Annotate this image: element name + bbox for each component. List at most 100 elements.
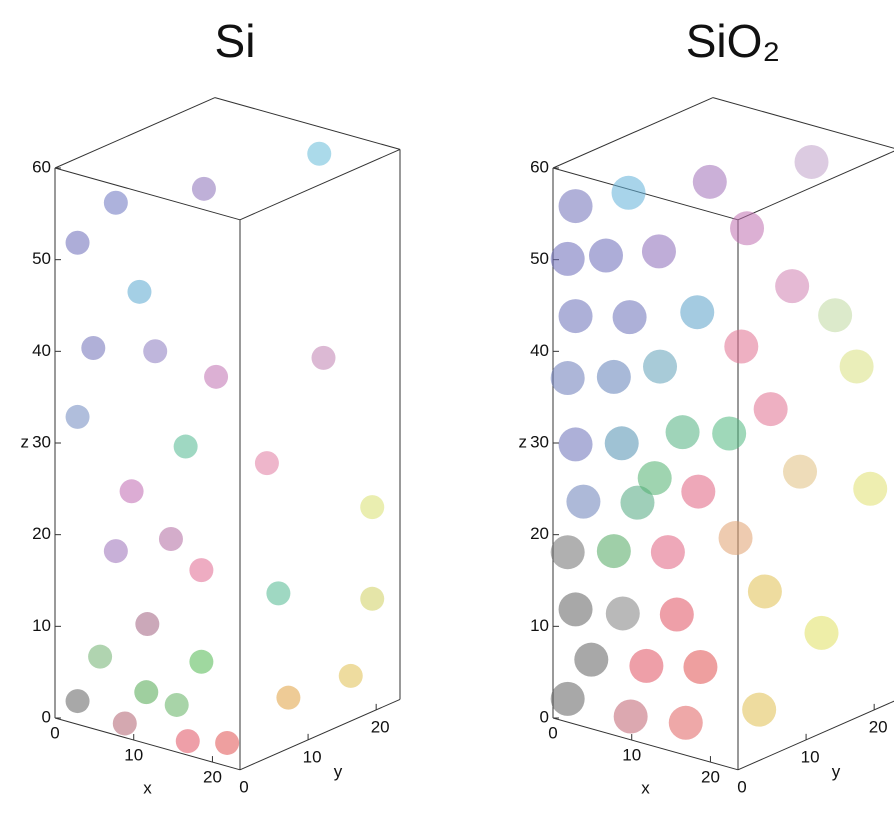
y-tick-label: 20 [371, 717, 390, 736]
point-cloud [307, 141, 332, 166]
point-cloud [311, 345, 336, 370]
point-cloud [558, 189, 593, 224]
point-cloud [818, 298, 853, 333]
x-tick-label: 0 [548, 723, 557, 742]
point-cloud [612, 300, 647, 335]
point-cloud [596, 534, 631, 569]
x-axis-label: x [143, 778, 152, 797]
point-cloud [742, 692, 777, 727]
point-cloud [853, 471, 888, 506]
point-cloud [724, 329, 759, 364]
x-tick-label: 10 [622, 746, 641, 765]
point-cloud [550, 681, 585, 716]
x-tick-label: 0 [50, 723, 59, 742]
z-tick-label: 30 [530, 432, 549, 451]
x-tick-label: 20 [203, 768, 222, 787]
point-cloud [127, 279, 152, 304]
point-cloud [360, 495, 385, 520]
y-axis-label: y [832, 762, 841, 781]
z-tick-label: 50 [530, 249, 549, 268]
point-cloud [637, 461, 672, 496]
box-edge [239, 698, 401, 771]
z-tick-label: 10 [530, 616, 549, 635]
point-cloud [143, 339, 168, 364]
box-edge [552, 167, 739, 221]
z-tick-label: 60 [32, 157, 51, 176]
box-edge [552, 97, 714, 169]
point-cloud [158, 526, 183, 551]
point-cloud [112, 711, 137, 736]
point-cloud [215, 730, 240, 755]
point-cloud [775, 269, 810, 304]
z-tick-label: 0 [540, 707, 549, 726]
box-edge [239, 148, 401, 221]
point-cloud [103, 190, 128, 215]
point-cloud [550, 361, 585, 396]
box-edge [552, 717, 739, 771]
z-tick-label: 0 [42, 707, 51, 726]
z-axis-label: z [21, 432, 30, 451]
point-cloud [681, 474, 716, 509]
point-cloud [613, 699, 648, 734]
point-cloud [783, 454, 818, 489]
chart-title: SiO₂ [686, 15, 781, 67]
point-cloud [692, 164, 727, 199]
x-axis-label: x [641, 778, 650, 797]
point-cloud [164, 692, 189, 717]
point-cloud [88, 644, 113, 669]
point-cloud [650, 535, 685, 570]
point-cloud [718, 521, 753, 556]
y-tick-label: 0 [239, 777, 248, 796]
point-cloud [604, 426, 639, 461]
z-tick-label: 20 [32, 524, 51, 543]
point-cloud [254, 451, 279, 476]
point-cloud [794, 144, 829, 179]
point-cloud [204, 364, 229, 389]
point-cloud [683, 649, 718, 684]
point-cloud [338, 663, 363, 688]
box-edge [214, 97, 401, 150]
point-cloud [173, 434, 198, 459]
box-edge [54, 167, 241, 221]
z-tick-label: 50 [32, 249, 51, 268]
point-cloud [804, 615, 839, 650]
point-cloud [588, 238, 623, 273]
point-cloud [65, 404, 90, 429]
point-cloud [605, 596, 640, 631]
point-cloud [730, 211, 765, 246]
point-cloud [189, 558, 214, 583]
point-cloud [643, 349, 678, 384]
point-cloud [266, 581, 291, 606]
point-cloud [191, 176, 216, 201]
point-cloud [712, 416, 747, 451]
x-tick-label: 20 [701, 768, 720, 787]
point-cloud [839, 349, 874, 384]
point-cloud [134, 680, 159, 705]
z-tick-label: 40 [32, 341, 51, 360]
box-edge [737, 700, 894, 771]
box-edge [54, 717, 241, 771]
y-axis-label: y [334, 762, 343, 781]
point-cloud [753, 392, 788, 427]
point-cloud [175, 729, 200, 754]
chart-title: Si [215, 15, 256, 67]
point-cloud [558, 592, 593, 627]
point-cloud [574, 642, 609, 677]
z-tick-label: 60 [530, 157, 549, 176]
point-cloud [189, 649, 214, 674]
point-cloud [566, 484, 601, 519]
point-cloud [620, 485, 655, 520]
z-tick-label: 20 [530, 524, 549, 543]
y-tick-label: 10 [303, 747, 322, 766]
y-tick-label: 20 [869, 717, 888, 736]
point-cloud [747, 574, 782, 609]
point-cloud [360, 586, 385, 611]
point-cloud [119, 479, 144, 504]
point-cloud [558, 427, 593, 462]
point-cloud [81, 335, 106, 360]
z-tick-label: 30 [32, 432, 51, 451]
point-cloud [659, 597, 694, 632]
point-cloud [680, 295, 715, 330]
point-cloud [276, 685, 301, 710]
point-cloud [65, 689, 90, 714]
